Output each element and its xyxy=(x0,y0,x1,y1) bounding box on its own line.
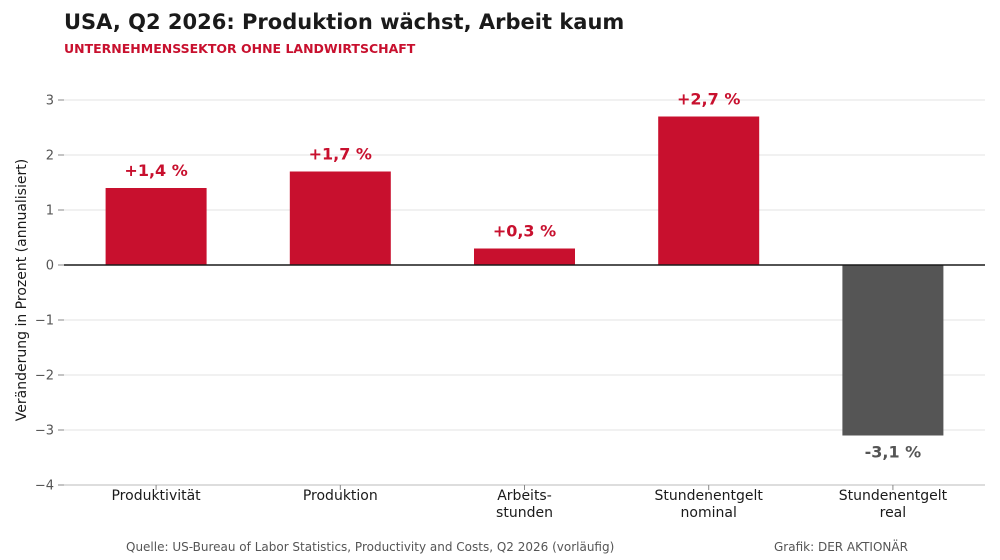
y-tick-label: −1 xyxy=(35,314,54,329)
source-note: Quelle: US-Bureau of Labor Statistics, P… xyxy=(126,540,615,554)
y-tick-label: 2 xyxy=(46,149,54,164)
data-label: +2,7 % xyxy=(677,90,740,109)
bar xyxy=(289,171,391,265)
y-tick-label: −3 xyxy=(35,424,54,439)
x-tick-label: Produktivität xyxy=(111,488,201,504)
x-tick-label: Stundenentgelt xyxy=(839,488,948,504)
data-label: +1,7 % xyxy=(309,145,372,164)
x-tick-label: real xyxy=(880,505,907,521)
x-tick-label: Arbeits- xyxy=(497,488,552,504)
bar xyxy=(658,116,760,265)
y-tick-label: 1 xyxy=(46,204,54,219)
data-labels: +1,4 % +1,7 % +0,3 % +2,7 % -3,1 % xyxy=(124,90,921,462)
x-tick-label: Produktion xyxy=(303,488,378,504)
data-label: +0,3 % xyxy=(493,222,556,241)
y-tick-label: −4 xyxy=(35,479,54,494)
data-label: +1,4 % xyxy=(124,161,187,180)
y-tick-label: 3 xyxy=(46,94,54,109)
y-tick-label: −2 xyxy=(35,369,54,384)
x-tick-label: Stundenentgelt xyxy=(655,488,764,504)
bar xyxy=(474,248,575,265)
chart-title: USA, Q2 2026: Produktion wächst, Arbeit … xyxy=(64,10,625,34)
x-tick-label: nominal xyxy=(681,505,737,521)
data-label: -3,1 % xyxy=(865,443,922,462)
x-tick-label: stunden xyxy=(496,505,553,521)
y-axis-label: Veränderung in Prozent (annualisiert) xyxy=(14,159,30,421)
chart-subtitle: UNTERNEHMENSSEKTOR OHNE LANDWIRTSCHAFT xyxy=(64,41,416,56)
credit-note: Grafik: DER AKTIONÄR xyxy=(774,540,908,554)
x-axis: Produktivität Produktion Arbeits-stunden St… xyxy=(111,485,948,521)
y-tick-label: 0 xyxy=(46,259,54,274)
bar xyxy=(842,265,944,436)
bar xyxy=(105,188,207,265)
bars xyxy=(105,116,944,436)
